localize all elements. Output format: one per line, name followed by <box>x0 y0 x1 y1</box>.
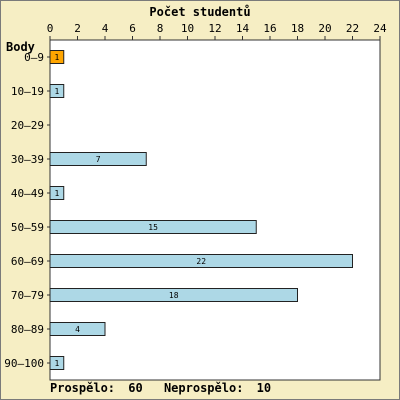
x-tick-label: 16 <box>263 22 276 35</box>
x-tick-label: 10 <box>181 22 194 35</box>
x-tick-label: 22 <box>346 22 359 35</box>
x-tick-label: 8 <box>157 22 164 35</box>
bar-value-label: 7 <box>96 155 101 164</box>
bar-value-label: 22 <box>196 257 206 266</box>
passed-value: 60 <box>128 381 142 395</box>
x-tick-label: 0 <box>47 22 54 35</box>
x-tick-label: 4 <box>102 22 109 35</box>
chart-title: Počet studentů <box>149 5 250 19</box>
failed-label: Neprospělo: <box>164 381 243 395</box>
bar <box>49 220 257 234</box>
category-label: 60–69 <box>11 255 44 268</box>
bar <box>49 254 353 268</box>
failed-value: 10 <box>257 381 271 395</box>
category-label: 50–59 <box>11 221 44 234</box>
passed-label: Prospělo: <box>50 381 115 395</box>
bar <box>49 152 147 166</box>
bar-value-label: 15 <box>148 223 158 232</box>
bar <box>49 288 298 302</box>
bar-value-label: 1 <box>54 189 59 198</box>
y-axis: 0–9 10–19 20–29 30–39 40–49 50–59 60–69 70–79 80… <box>4 51 50 370</box>
x-axis: 0 2 4 6 8 10 12 14 16 18 20 22 24 <box>47 22 387 40</box>
category-label: 70–79 <box>11 289 44 302</box>
x-tick-label: 12 <box>208 22 221 35</box>
bar <box>49 356 65 370</box>
x-tick-label: 24 <box>373 22 387 35</box>
bars: 1 1 7 1 15 22 18 4 1 <box>49 50 353 370</box>
category-label: 0–9 <box>24 51 44 64</box>
bar-value-label: 1 <box>54 87 59 96</box>
category-label: 30–39 <box>11 153 44 166</box>
x-tick-label: 2 <box>74 22 81 35</box>
bar <box>49 50 65 64</box>
bar <box>49 186 65 200</box>
footer-summary: Prospělo: 60 Neprospělo: 10 <box>50 381 271 395</box>
x-tick-label: 18 <box>291 22 304 35</box>
bar-value-label: 1 <box>54 359 59 368</box>
x-tick-label: 14 <box>236 22 250 35</box>
y-axis-title: Body <box>6 40 35 54</box>
bar <box>49 84 65 98</box>
bar-value-label: 18 <box>169 291 179 300</box>
bar <box>49 322 106 336</box>
category-label: 40–49 <box>11 187 44 200</box>
bar-value-label: 1 <box>54 53 59 62</box>
category-label: 80–89 <box>11 323 44 336</box>
bar-value-label: 4 <box>75 325 80 334</box>
x-tick-label: 6 <box>129 22 136 35</box>
category-label: 10–19 <box>11 85 44 98</box>
category-label: 20–29 <box>11 119 44 132</box>
x-tick-label: 20 <box>318 22 331 35</box>
category-label: 90–100 <box>4 357 44 370</box>
